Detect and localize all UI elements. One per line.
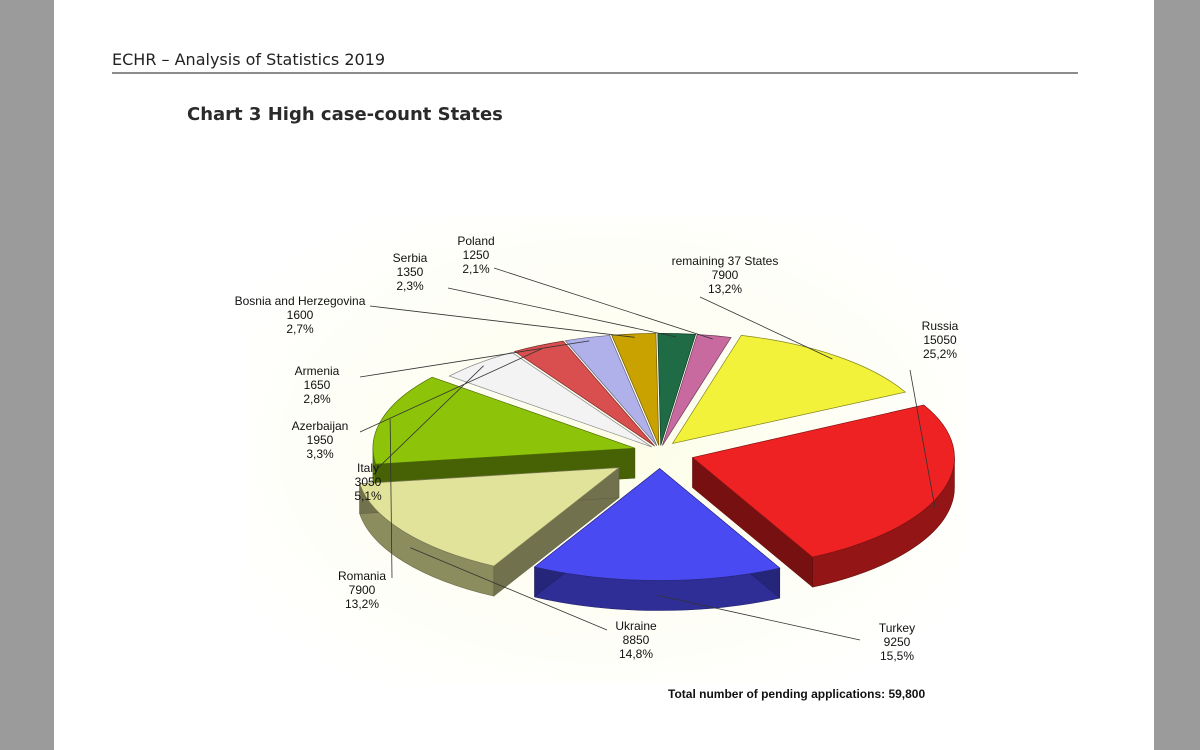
leader-line (909, 369, 936, 509)
slice-name: remaining 37 States (672, 254, 779, 268)
slice-top (671, 334, 907, 444)
pie-slice-armenia (564, 335, 658, 446)
slice-percent: 5,1% (354, 489, 382, 503)
slice-name: Russia (922, 319, 959, 333)
slice-label: Bosnia and Herzegovina 1600 2,7% (235, 294, 366, 336)
slice-percent: 2,7% (286, 322, 314, 336)
slice-top (359, 467, 621, 567)
leader-line (447, 287, 677, 338)
slice-percent: 25,2% (923, 347, 957, 361)
pie-slice-azerbaijan (513, 340, 655, 447)
slice-value: 3050 (355, 475, 382, 489)
slices-layer (359, 333, 955, 611)
slice-top (372, 376, 636, 465)
chart-title: Chart 3 High case-count States (187, 104, 503, 125)
slice-value: 1950 (307, 433, 334, 447)
slice-percent: 15,5% (880, 649, 914, 663)
pie-slice-turkey (533, 467, 781, 611)
slice-label: Turkey 9250 15,5% (879, 621, 915, 663)
slice-name: Armenia (295, 364, 340, 378)
slice-top (533, 468, 781, 581)
slice-name: Serbia (393, 251, 428, 265)
slice-top (513, 340, 655, 447)
pie-slice-remaining-37-states (671, 334, 907, 444)
slice-label: Italy 3050 5,1% (354, 461, 382, 503)
slice-label: Serbia 1350 2,3% (393, 251, 428, 293)
total-note: Total number of pending applications: 59… (668, 687, 925, 701)
leader-line (389, 419, 393, 579)
slice-labels: Russia 15050 25,2% Turkey 9250 15,5% Ukraine 88… (235, 234, 959, 663)
slice-percent: 14,8% (619, 647, 653, 661)
slice-name: Poland (457, 234, 494, 248)
slice-name: Italy (357, 461, 379, 475)
slice-label: Russia 15050 25,2% (922, 319, 959, 361)
leader-line (359, 340, 590, 378)
slice-top (564, 335, 658, 446)
leader-lines (359, 267, 936, 641)
slice-percent: 2,3% (396, 279, 424, 293)
slice-label: Romania 7900 13,2% (338, 569, 386, 611)
slice-name: Bosnia and Herzegovina (235, 294, 366, 308)
leader-line (656, 594, 861, 641)
slice-name: Azerbaijan (292, 419, 349, 433)
slice-percent: 2,1% (462, 262, 490, 276)
slice-label: remaining 37 States 7900 13,2% (672, 254, 779, 296)
slice-top (611, 333, 660, 446)
slice-name: Turkey (879, 621, 915, 635)
slice-top (448, 352, 653, 448)
slice-value: 7900 (349, 583, 376, 597)
pie-slice-ukraine (359, 467, 621, 597)
slice-top (662, 334, 732, 446)
slice-label: Armenia 1650 2,8% (295, 364, 340, 406)
pie-slice-bosnia-and-herzegovina (611, 333, 660, 446)
leader-line (377, 365, 484, 469)
slice-value: 1600 (287, 308, 314, 322)
leader-line (699, 296, 833, 360)
leader-line (369, 305, 635, 338)
header-rule (112, 72, 1078, 74)
pie-slice-poland (662, 334, 732, 446)
slice-value: 1350 (397, 265, 424, 279)
slice-value: 7900 (712, 268, 739, 282)
slice-value: 9250 (884, 635, 911, 649)
leader-line (493, 267, 713, 340)
slice-value: 15050 (923, 333, 957, 347)
pie-slice-italy (448, 352, 653, 448)
slice-name: Romania (338, 569, 386, 583)
slice-top (691, 404, 955, 558)
slice-name: Ukraine (615, 619, 657, 633)
slice-percent: 13,2% (345, 597, 379, 611)
slice-value: 1650 (304, 378, 331, 392)
leader-line (359, 348, 542, 433)
slice-percent: 2,8% (303, 392, 331, 406)
header-title: ECHR – Analysis of Statistics 2019 (112, 50, 386, 69)
pie-slice-russia (691, 404, 955, 588)
leader-line (410, 547, 608, 631)
slice-value: 1250 (463, 248, 490, 262)
slice-value: 8850 (623, 633, 650, 647)
slice-percent: 3,3% (306, 447, 334, 461)
slice-label: Poland 1250 2,1% (457, 234, 494, 276)
slice-label: Ukraine 8850 14,8% (615, 619, 657, 661)
slice-label: Azerbaijan 1950 3,3% (292, 419, 349, 461)
slice-percent: 13,2% (708, 282, 742, 296)
